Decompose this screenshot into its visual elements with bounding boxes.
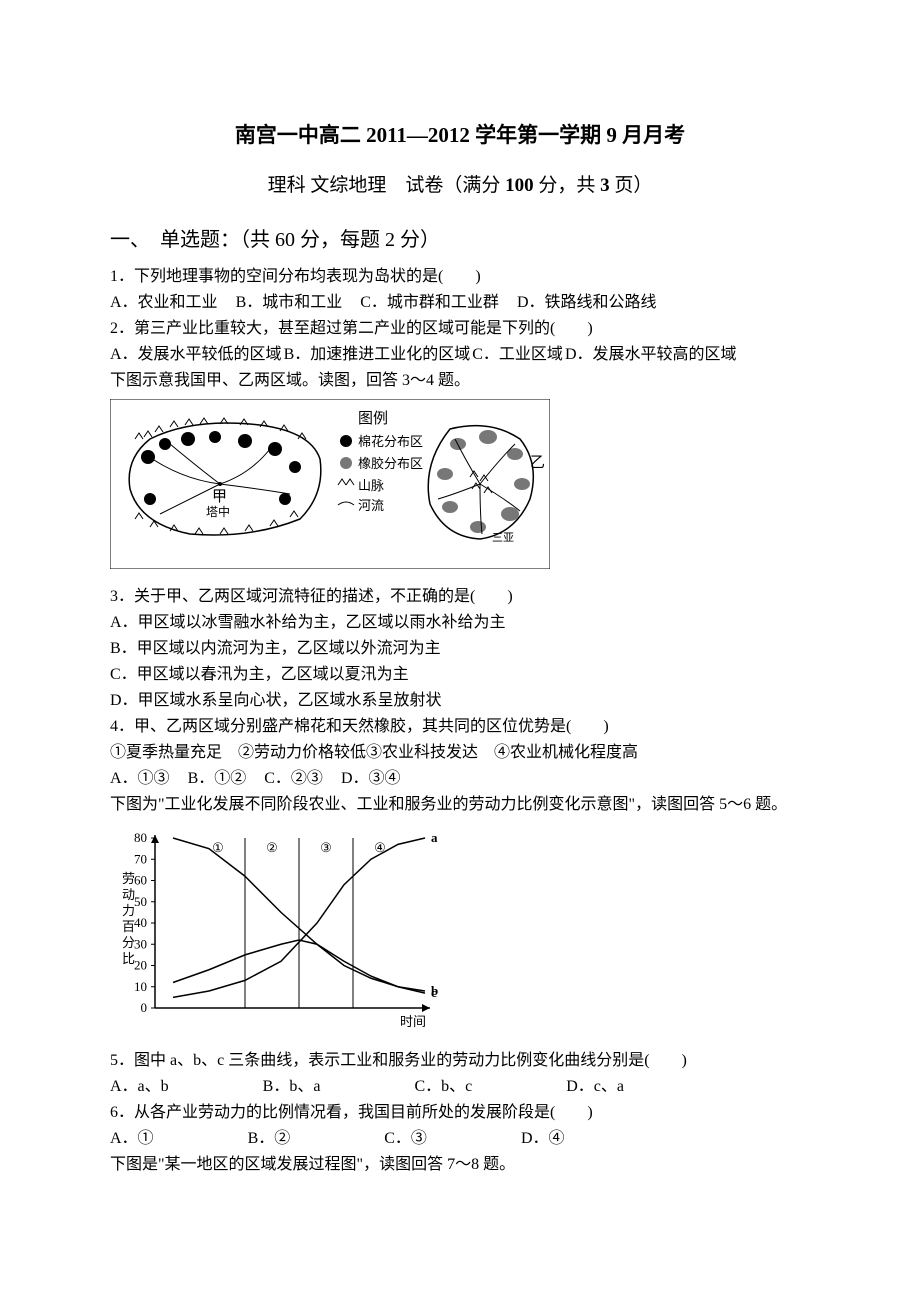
question-4-options: A．①③ B．①② C．②③ D．③④ <box>110 767 810 791</box>
q5-opt-b: B．b、a <box>263 1078 321 1095</box>
region-b-label: 乙 <box>530 455 545 471</box>
center-dot-a <box>218 482 222 486</box>
question-5: 5．图中 a、b、c 三条曲线，表示工业和服务业的劳动力比例变化曲线分别是( ) <box>110 1049 810 1073</box>
question-3: 3．关于甲、乙两区域河流特征的描述，不正确的是( ) <box>110 585 810 609</box>
q1-opt-d: D．铁路线和公路线 <box>517 294 657 311</box>
chart-figure: 01020304050607080①②③④abc劳动力百分比时间 <box>110 823 810 1041</box>
svg-text:50: 50 <box>134 894 147 909</box>
region-b-sublabel: 三亚 <box>492 532 514 544</box>
question-6-options: A．① B．② C．③ D．④ <box>110 1127 810 1151</box>
q2-opt-d: D．发展水平较高的区域 <box>565 346 737 363</box>
svg-text:百: 百 <box>122 919 135 934</box>
legend-river: 河流 <box>358 498 384 513</box>
legend-title: 图例 <box>358 410 388 427</box>
stem-q3-4: 下图示意我国甲、乙两区域。读图，回答 3～4 题。 <box>110 369 810 393</box>
stem-q7-8: 下图是"某一地区的区域发展过程图"，读图回答 7～8 题。 <box>110 1153 810 1177</box>
q5-opt-a: A．a、b <box>110 1078 169 1095</box>
legend-rubber: 橡胶分布区 <box>358 456 423 471</box>
svg-text:70: 70 <box>134 851 147 866</box>
legend-mountain: 山脉 <box>358 478 384 493</box>
svg-text:时间: 时间 <box>400 1014 426 1029</box>
svg-text:劳: 劳 <box>122 871 135 886</box>
svg-text:c: c <box>431 985 437 1000</box>
q1-opt-c: C．城市群和工业群 <box>360 294 499 311</box>
question-5-options: A．a、b B．b、a C．b、c D．c、a <box>110 1075 810 1099</box>
svg-text:动: 动 <box>122 887 135 902</box>
question-1: 1．下列地理事物的空间分布均表现为岛状的是( ) <box>110 265 810 289</box>
svg-text:③: ③ <box>320 840 332 855</box>
subtitle-pages: 3 <box>600 175 610 196</box>
q4-opt-d: D．③④ <box>341 770 401 787</box>
question-4-items: ①夏季热量充足 ②劳动力价格较低③农业科技发达 ④农业机械化程度高 <box>110 741 810 765</box>
q1-opt-a: A．农业和工业 <box>110 294 218 311</box>
q4-opt-c: C．②③ <box>264 770 323 787</box>
q1-opt-b: B．城市和工业 <box>236 294 343 311</box>
exam-subtitle: 理科 文综地理 试卷（满分 100 分，共 3 页） <box>110 172 810 201</box>
question-4: 4．甲、乙两区域分别盛产棉花和天然橡胶，其共同的区位优势是( ) <box>110 715 810 739</box>
map-svg: 甲 塔中 图例 棉花分布区 橡胶分布区 山脉 河流 <box>110 399 550 569</box>
q5-opt-c: C．b、c <box>414 1078 472 1095</box>
question-1-options: A．农业和工业 B．城市和工业 C．城市群和工业群 D．铁路线和公路线 <box>110 291 810 315</box>
q6-opt-c: C．③ <box>384 1130 427 1147</box>
q2-opt-a: A．发展水平较低的区域 <box>110 346 282 363</box>
legend-rubber-icon <box>340 457 352 469</box>
q3-opt-b: B．甲区域以内流河为主，乙区域以外流河为主 <box>110 637 810 661</box>
q3-opt-a: A．甲区域以冰雪融水补给为主，乙区域以雨水补给为主 <box>110 611 810 635</box>
region-a-sublabel: 塔中 <box>206 504 230 519</box>
q2-opt-b: B．加速推进工业化的区域 <box>284 346 471 363</box>
q6-opt-d: D．④ <box>521 1130 565 1147</box>
stem-q5-6: 下图为"工业化发展不同阶段农业、工业和服务业的劳动力比例变化示意图"，读图回答 … <box>110 793 810 817</box>
legend-cotton-icon <box>340 435 352 447</box>
question-2: 2．第三产业比重较大，甚至超过第二产业的区域可能是下列的( ) <box>110 317 810 341</box>
q6-opt-a: A．① <box>110 1130 154 1147</box>
q3-opt-d: D．甲区域水系呈向心状，乙区域水系呈放射状 <box>110 689 810 713</box>
subtitle-mid: 分，共 <box>534 175 601 196</box>
question-6: 6．从各产业劳动力的比例情况看，我国目前所处的发展阶段是( ) <box>110 1101 810 1125</box>
q4-opt-b: B．①② <box>188 770 247 787</box>
svg-text:比: 比 <box>122 951 135 966</box>
map-figure: 甲 塔中 图例 棉花分布区 橡胶分布区 山脉 河流 <box>110 399 810 577</box>
svg-text:80: 80 <box>134 830 147 845</box>
question-2-options: A．发展水平较低的区域B．加速推进工业化的区域C．工业区域D．发展水平较高的区域 <box>110 343 810 367</box>
svg-text:30: 30 <box>134 936 147 951</box>
section-1-heading: 一、 单选题：（共 60 分，每题 2 分） <box>110 225 810 255</box>
svg-text:10: 10 <box>134 979 147 994</box>
svg-text:40: 40 <box>134 915 147 930</box>
q2-opt-c: C．工业区域 <box>472 346 563 363</box>
chart-svg: 01020304050607080①②③④abc劳动力百分比时间 <box>110 823 440 1033</box>
svg-text:0: 0 <box>141 1000 148 1015</box>
svg-text:60: 60 <box>134 873 147 888</box>
subtitle-score: 100 <box>505 175 534 196</box>
svg-text:②: ② <box>266 840 278 855</box>
q5-opt-d: D．c、a <box>566 1078 624 1095</box>
svg-text:力: 力 <box>122 903 135 918</box>
svg-text:20: 20 <box>134 958 147 973</box>
q4-opt-a: A．①③ <box>110 770 170 787</box>
exam-title: 南宫一中高二 2011—2012 学年第一学期 9 月月考 <box>110 120 810 152</box>
svg-text:分: 分 <box>122 935 135 950</box>
subtitle-prefix: 理科 文综地理 试卷（满分 <box>268 175 506 196</box>
region-a-label: 甲 <box>212 489 227 505</box>
svg-text:a: a <box>431 830 438 845</box>
q3-opt-c: C．甲区域以春汛为主，乙区域以夏汛为主 <box>110 663 810 687</box>
q6-opt-b: B．② <box>248 1130 291 1147</box>
legend-cotton: 棉花分布区 <box>358 434 423 449</box>
subtitle-suffix: 页） <box>610 175 653 196</box>
